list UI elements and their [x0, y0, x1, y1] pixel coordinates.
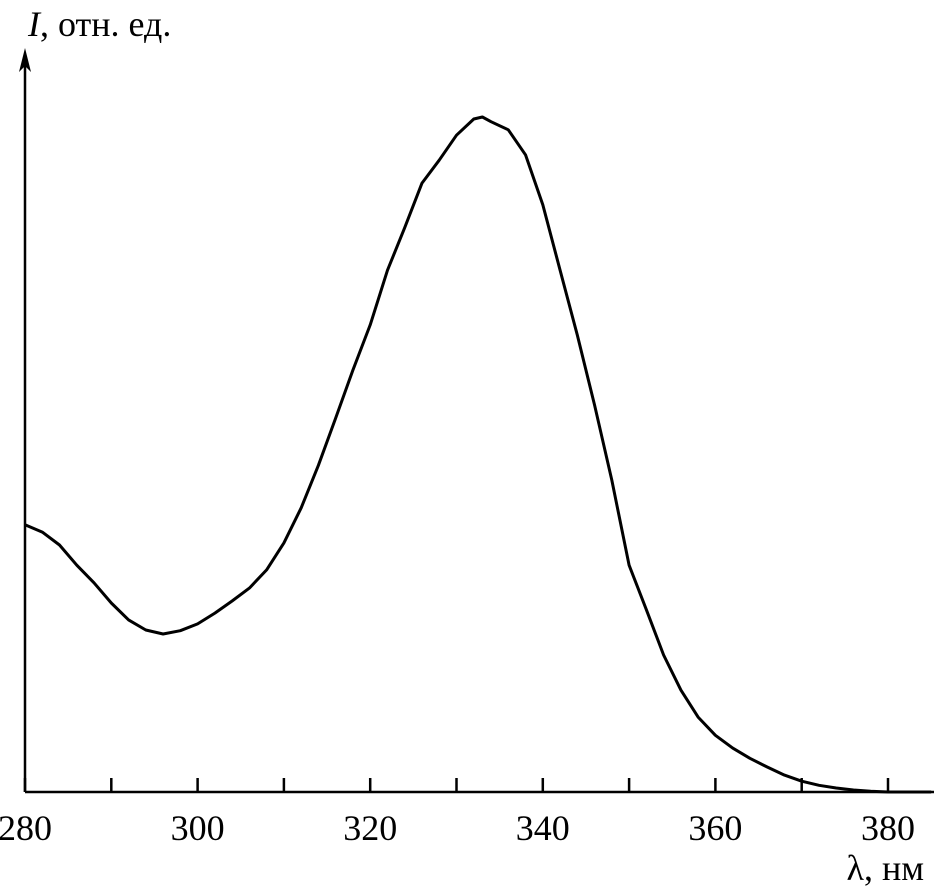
x-tick-label: 300 — [171, 808, 225, 848]
y-axis-unit: , отн. ед. — [40, 4, 171, 44]
x-tick-label: 320 — [343, 808, 397, 848]
x-tick-label: 380 — [861, 808, 915, 848]
spectrum-line — [24, 115, 932, 794]
y-axis-label: I, отн. ед. — [27, 4, 171, 44]
x-tick-label: 340 — [516, 808, 570, 848]
x-tick-label: 280 — [0, 808, 52, 848]
y-axis-arrow — [19, 48, 31, 72]
x-axis-label: λ, нм — [846, 848, 924, 888]
x-tick-label: 360 — [688, 808, 742, 848]
y-axis-symbol: I — [27, 4, 42, 44]
